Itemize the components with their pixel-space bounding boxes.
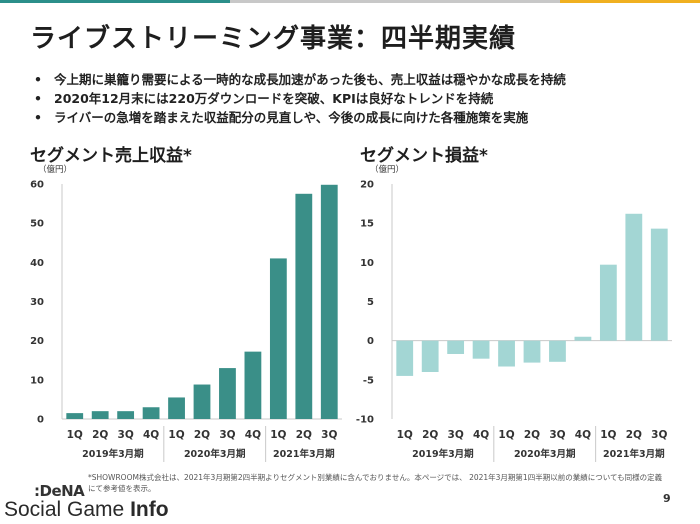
bar xyxy=(295,193,313,419)
bullet-item: • 今上期に巣籠り需要による一時的な成長加速があった後も、売上収益は穏やかな成長を… xyxy=(34,70,566,89)
x-tick-label: 1Q xyxy=(168,429,184,441)
bar xyxy=(523,340,541,363)
bullet-item: • ライバーの急増を踏まえた収益配分の見直しや、今後の成長に向けた各種施策を実施 xyxy=(34,108,566,127)
top-bar-segment-2 xyxy=(230,0,560,3)
bullet-text: 2020年12月末には220万ダウンロードを突破、KPIは良好なトレンドを持続 xyxy=(54,91,494,106)
bar xyxy=(244,351,262,419)
x-tick-label: 1Q xyxy=(67,429,83,441)
bar xyxy=(91,411,109,419)
top-accent-bar xyxy=(0,0,700,3)
y-tick-label: 50 xyxy=(30,219,44,230)
x-tick-label: 2Q xyxy=(194,429,210,441)
y-tick-label: 20 xyxy=(30,336,44,347)
x-tick-label: 3Q xyxy=(549,429,565,441)
bar xyxy=(320,184,338,419)
bar xyxy=(498,340,515,367)
bar xyxy=(599,264,617,341)
x-tick-label: 3Q xyxy=(118,429,134,441)
bullet-list: • 今上期に巣籠り需要による一時的な成長加速があった後も、売上収益は穏やかな成長を… xyxy=(34,70,566,127)
dena-logo: :DeNA xyxy=(34,482,85,500)
y-tick-label: -5 xyxy=(363,375,374,386)
group-label: 2020年3月期 xyxy=(184,448,246,460)
page-title: ライブストリーミング事業：四半期実績 xyxy=(30,24,517,54)
y-axis-unit-label: （億円） xyxy=(370,164,404,175)
top-bar-segment-3 xyxy=(560,0,700,3)
group-label: 2019年3月期 xyxy=(82,448,144,460)
x-tick-label: 4Q xyxy=(245,429,261,441)
y-tick-label: 40 xyxy=(30,258,44,269)
y-tick-label: 0 xyxy=(37,415,44,426)
y-tick-label: 20 xyxy=(360,180,374,191)
y-tick-label: 10 xyxy=(360,258,374,269)
x-tick-label: 1Q xyxy=(270,429,286,441)
y-tick-label: 30 xyxy=(30,297,44,308)
group-label: 2020年3月期 xyxy=(514,448,576,460)
bullet-marker: • xyxy=(34,110,42,125)
logo-text-social-game: Social Game xyxy=(4,498,125,521)
logo-text-info: Info xyxy=(130,498,169,521)
x-tick-label: 2Q xyxy=(296,429,312,441)
dena-logo-mark: : xyxy=(34,482,40,500)
bar xyxy=(117,411,135,419)
x-tick-label: 2Q xyxy=(626,429,642,441)
x-tick-label: 2Q xyxy=(92,429,108,441)
y-tick-label: 5 xyxy=(367,297,374,308)
group-label: 2019年3月期 xyxy=(412,448,474,460)
revenue-chart-title: セグメント売上収益* xyxy=(30,146,192,166)
x-tick-label: 3Q xyxy=(219,429,235,441)
bar xyxy=(142,407,160,419)
top-bar-segment-1 xyxy=(0,0,230,3)
group-label: 2021年3月期 xyxy=(603,448,665,460)
y-tick-label: 60 xyxy=(30,180,44,191)
bar xyxy=(625,213,643,341)
y-axis-unit-label: （億円） xyxy=(38,164,72,175)
dena-logo-text: DeNA xyxy=(39,482,85,500)
group-label: 2021年3月期 xyxy=(273,448,335,460)
x-tick-label: 3Q xyxy=(448,429,464,441)
bar xyxy=(472,340,490,359)
bullet-item: • 2020年12月末には220万ダウンロードを突破、KPIは良好なトレンドを持続 xyxy=(34,89,566,108)
bar xyxy=(193,384,211,419)
y-tick-label: -10 xyxy=(356,415,374,426)
x-tick-label: 1Q xyxy=(600,429,616,441)
x-tick-label: 4Q xyxy=(473,429,489,441)
bar xyxy=(219,368,236,419)
x-tick-label: 3Q xyxy=(651,429,667,441)
x-tick-label: 4Q xyxy=(575,429,591,441)
bar xyxy=(66,413,84,419)
y-tick-label: 15 xyxy=(360,219,374,230)
bar xyxy=(396,340,414,376)
bullet-text: ライバーの急増を踏まえた収益配分の見直しや、今後の成長に向けた各種施策を実施 xyxy=(54,110,529,125)
x-tick-label: 2Q xyxy=(422,429,438,441)
bar xyxy=(168,397,185,419)
x-tick-label: 3Q xyxy=(321,429,337,441)
bullet-text: 今上期に巣籠り需要による一時的な成長加速があった後も、売上収益は穏やかな成長を持… xyxy=(54,72,566,87)
y-tick-label: 10 xyxy=(30,375,44,386)
y-tick-label: 0 xyxy=(367,336,374,347)
bar xyxy=(269,258,287,419)
x-tick-label: 1Q xyxy=(397,429,413,441)
x-tick-label: 4Q xyxy=(143,429,159,441)
bar xyxy=(650,228,668,341)
bar xyxy=(549,340,566,362)
footnote: *SHOWROOM株式会社は、2021年3月期第2四半期よりセグメント別業績に含… xyxy=(88,473,663,493)
bullet-marker: • xyxy=(34,91,42,106)
page-number: 9 xyxy=(663,492,671,505)
profit-chart-title: セグメント損益* xyxy=(360,146,488,166)
x-tick-label: 2Q xyxy=(524,429,540,441)
bar xyxy=(421,340,439,372)
bullet-marker: • xyxy=(34,72,42,87)
bar xyxy=(574,336,592,341)
social-game-info-logo: Social Game Info xyxy=(4,498,169,522)
x-tick-label: 1Q xyxy=(498,429,514,441)
bar xyxy=(447,340,465,354)
